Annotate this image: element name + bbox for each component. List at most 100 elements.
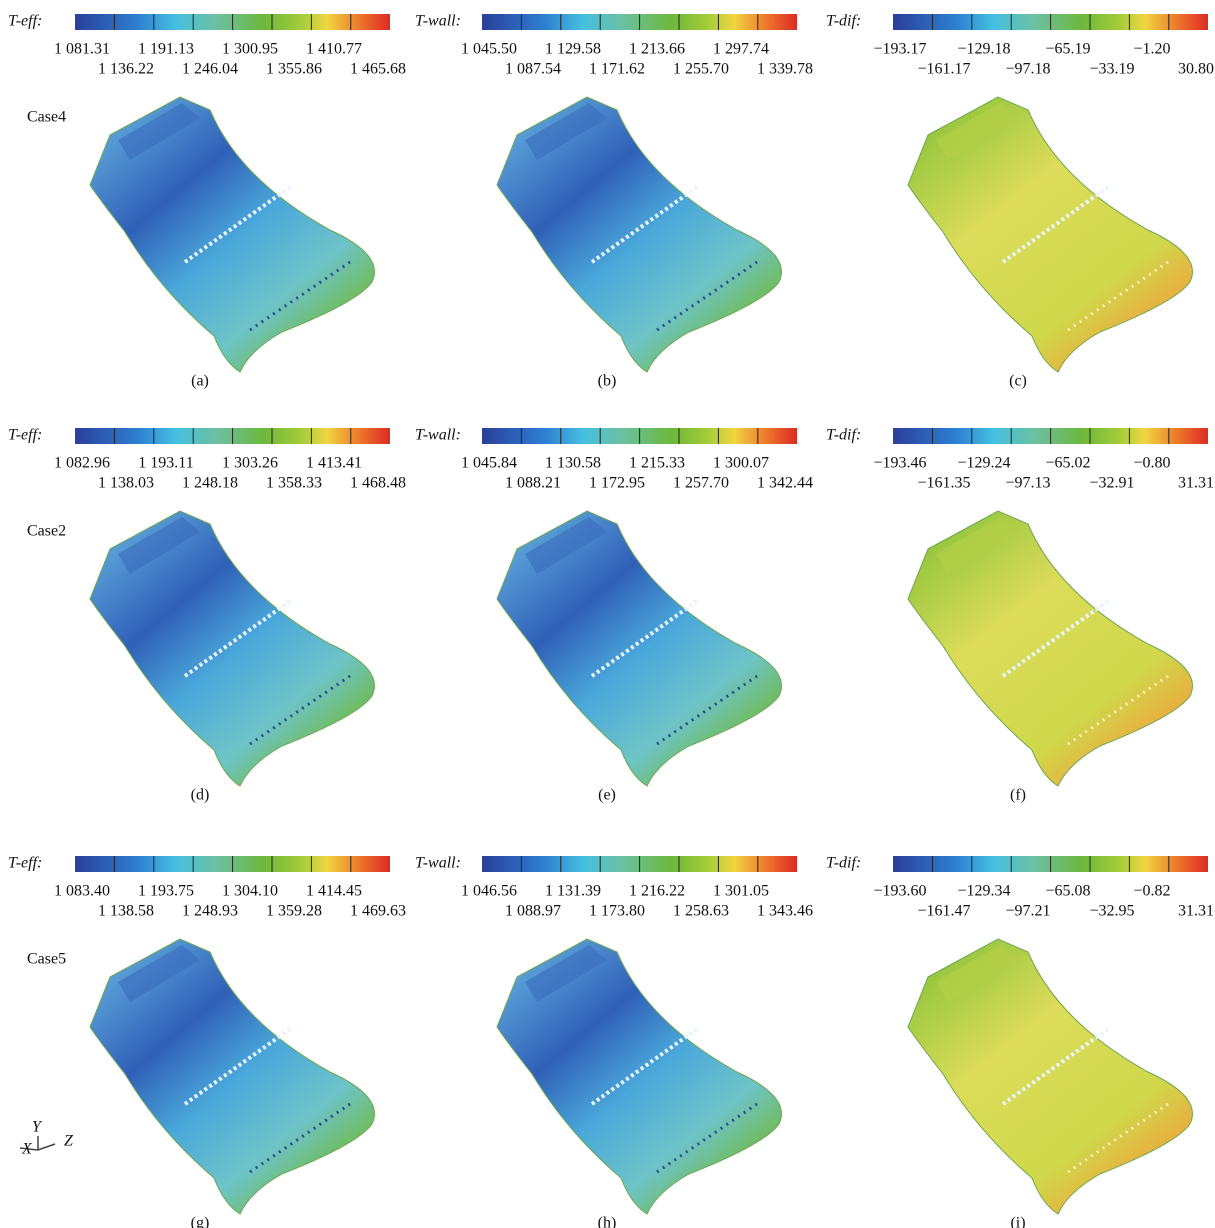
contour-surface	[496, 510, 782, 787]
band-shade	[936, 517, 1018, 574]
colorbar-tick: 1 255.70	[673, 61, 729, 78]
panel: T-wall:1 045.84 1 130.58 1 215.33 1 300.07 1…	[415, 427, 813, 804]
colorbar-tick: 1 088.97	[505, 903, 561, 920]
colorbar-tick: 1 083.40	[54, 883, 110, 900]
colorbar-tick: 1 130.58	[545, 455, 601, 472]
panel-caption: (h)	[598, 1215, 617, 1228]
colorbar-tick: 1 173.80	[589, 903, 645, 920]
panel: T-eff: 1 083.40 1 193.75 1 304.10 1 414.45 1 …	[8, 855, 406, 1228]
colorbar-tick: 1 468.48	[350, 475, 406, 492]
colorbar-tick: 1 248.18	[182, 475, 238, 492]
colorbar-label: T-dif:	[826, 427, 861, 444]
panel: T-eff: 1 082.96 1 193.11 1 303.26 1 413.41 1 …	[8, 427, 406, 804]
colorbar-tick: 1 257.70	[673, 475, 729, 492]
colorbar-tick: 1 339.78	[757, 61, 813, 78]
colorbar-label: T-wall:	[415, 855, 461, 872]
contour-surface	[89, 938, 375, 1215]
colorbar-tick: 1 045.84	[461, 455, 517, 472]
colorbar-tick: −161.17	[917, 61, 970, 78]
colorbar-label: T-eff:	[8, 427, 42, 444]
contour-surface	[89, 96, 375, 373]
colorbar-tick: −161.35	[917, 475, 970, 492]
band-shade	[118, 517, 200, 574]
colorbar-tick: 1 342.44	[757, 475, 813, 492]
colorbar-tick: 31.31	[1178, 903, 1214, 920]
colorbar-tick: −65.08	[1045, 883, 1090, 900]
panel-caption: (i)	[1010, 1215, 1025, 1228]
panel: T-dif: −193.17 −129.18 −65.19 −1.20 −161.17 −9…	[826, 13, 1214, 390]
panel-caption: (f)	[1010, 787, 1026, 804]
colorbar-tick: 1 300.07	[713, 455, 769, 472]
axis-z-label: Z	[64, 1133, 74, 1150]
colorbar-tick: 31.31	[1178, 475, 1214, 492]
colorbar-tick: −1.20	[1133, 41, 1170, 58]
panel-caption: (d)	[191, 787, 210, 804]
case-label: Case2	[27, 523, 66, 540]
colorbar-tick: 1 129.58	[545, 41, 601, 58]
colorbar-tick: 1 172.95	[589, 475, 645, 492]
colorbar-tick: 1 081.31	[54, 41, 110, 58]
colorbar-tick: 1 131.39	[545, 883, 601, 900]
colorbar-tick: 1 355.86	[266, 61, 322, 78]
colorbar-tick: 1 138.58	[98, 903, 154, 920]
colorbar-label: T-eff:	[8, 855, 42, 872]
panel: T-wall:1 046.56 1 131.39 1 216.22 1 301.05 1…	[415, 855, 813, 1228]
colorbar-tick: 1 301.05	[713, 883, 769, 900]
colorbar-tick: 1 297.74	[713, 41, 769, 58]
colorbar-tick: 1 193.11	[138, 455, 193, 472]
panel-caption: (e)	[598, 787, 616, 804]
colorbar-tick: 1 465.68	[350, 61, 406, 78]
axis-y-label: Y	[32, 1119, 43, 1136]
colorbar-tick: −65.19	[1045, 41, 1090, 58]
colorbar-tick: −32.95	[1089, 903, 1134, 920]
colorbar-tick: −193.60	[873, 883, 926, 900]
colorbar-tick: −193.46	[873, 455, 926, 472]
contour-surface	[907, 938, 1193, 1215]
colorbar-tick: 1 410.77	[306, 41, 362, 58]
contour-surface	[907, 96, 1193, 373]
colorbar-tick: −97.13	[1005, 475, 1050, 492]
contour-surface	[496, 96, 782, 373]
contour-surface	[907, 510, 1193, 787]
colorbar-tick: −97.21	[1005, 903, 1050, 920]
colorbar-tick: −129.34	[957, 883, 1010, 900]
colorbar-tick: 1 087.54	[505, 61, 561, 78]
case-label: Case5	[27, 951, 66, 968]
axis-x-label: X	[21, 1141, 33, 1158]
panel-caption: (g)	[191, 1215, 210, 1228]
colorbar-tick: 1 304.10	[222, 883, 278, 900]
colorbar-tick: 1 136.22	[98, 61, 154, 78]
colorbar-label: T-wall:	[415, 427, 461, 444]
colorbar-tick: 1 216.22	[629, 883, 685, 900]
colorbar-tick: 1 088.21	[505, 475, 561, 492]
colorbar-tick: −129.24	[957, 455, 1010, 472]
panel: T-wall:1 045.50 1 129.58 1 213.66 1 297.74 1…	[415, 13, 813, 390]
colorbar-tick: 1 138.03	[98, 475, 154, 492]
colorbar-tick: −0.82	[1133, 883, 1170, 900]
band-shade	[936, 945, 1018, 1002]
colorbar-tick: 1 343.46	[757, 903, 813, 920]
panel: T-dif: −193.46 −129.24 −65.02 −0.80 −161.35 −9…	[826, 427, 1214, 804]
colorbar-tick: −33.19	[1089, 61, 1134, 78]
colorbar-tick: 1 246.04	[182, 61, 238, 78]
panel: T-eff: 1 081.31 1 191.13 1 300.95 1 410.77 1 …	[8, 13, 406, 390]
band-shade	[525, 517, 607, 574]
band-shade	[118, 103, 200, 160]
colorbar-tick: 1 215.33	[629, 455, 685, 472]
band-shade	[525, 945, 607, 1002]
colorbar-tick: 1 191.13	[138, 41, 194, 58]
colorbar-tick: 1 413.41	[306, 455, 362, 472]
contour-surface	[89, 510, 375, 787]
axis-triad	[19, 1136, 56, 1151]
colorbar-label: T-eff:	[8, 13, 42, 30]
colorbar-tick: 30.80	[1178, 61, 1214, 78]
colorbar-tick: 1 046.56	[461, 883, 517, 900]
colorbar-tick: 1 213.66	[629, 41, 685, 58]
colorbar-tick: 1 414.45	[306, 883, 362, 900]
case-label: Case4	[27, 109, 66, 126]
colorbar-label: T-dif:	[826, 13, 861, 30]
colorbar-tick: −193.17	[873, 41, 926, 58]
panel-caption: (c)	[1009, 373, 1027, 390]
colorbar-tick: 1 358.33	[266, 475, 322, 492]
